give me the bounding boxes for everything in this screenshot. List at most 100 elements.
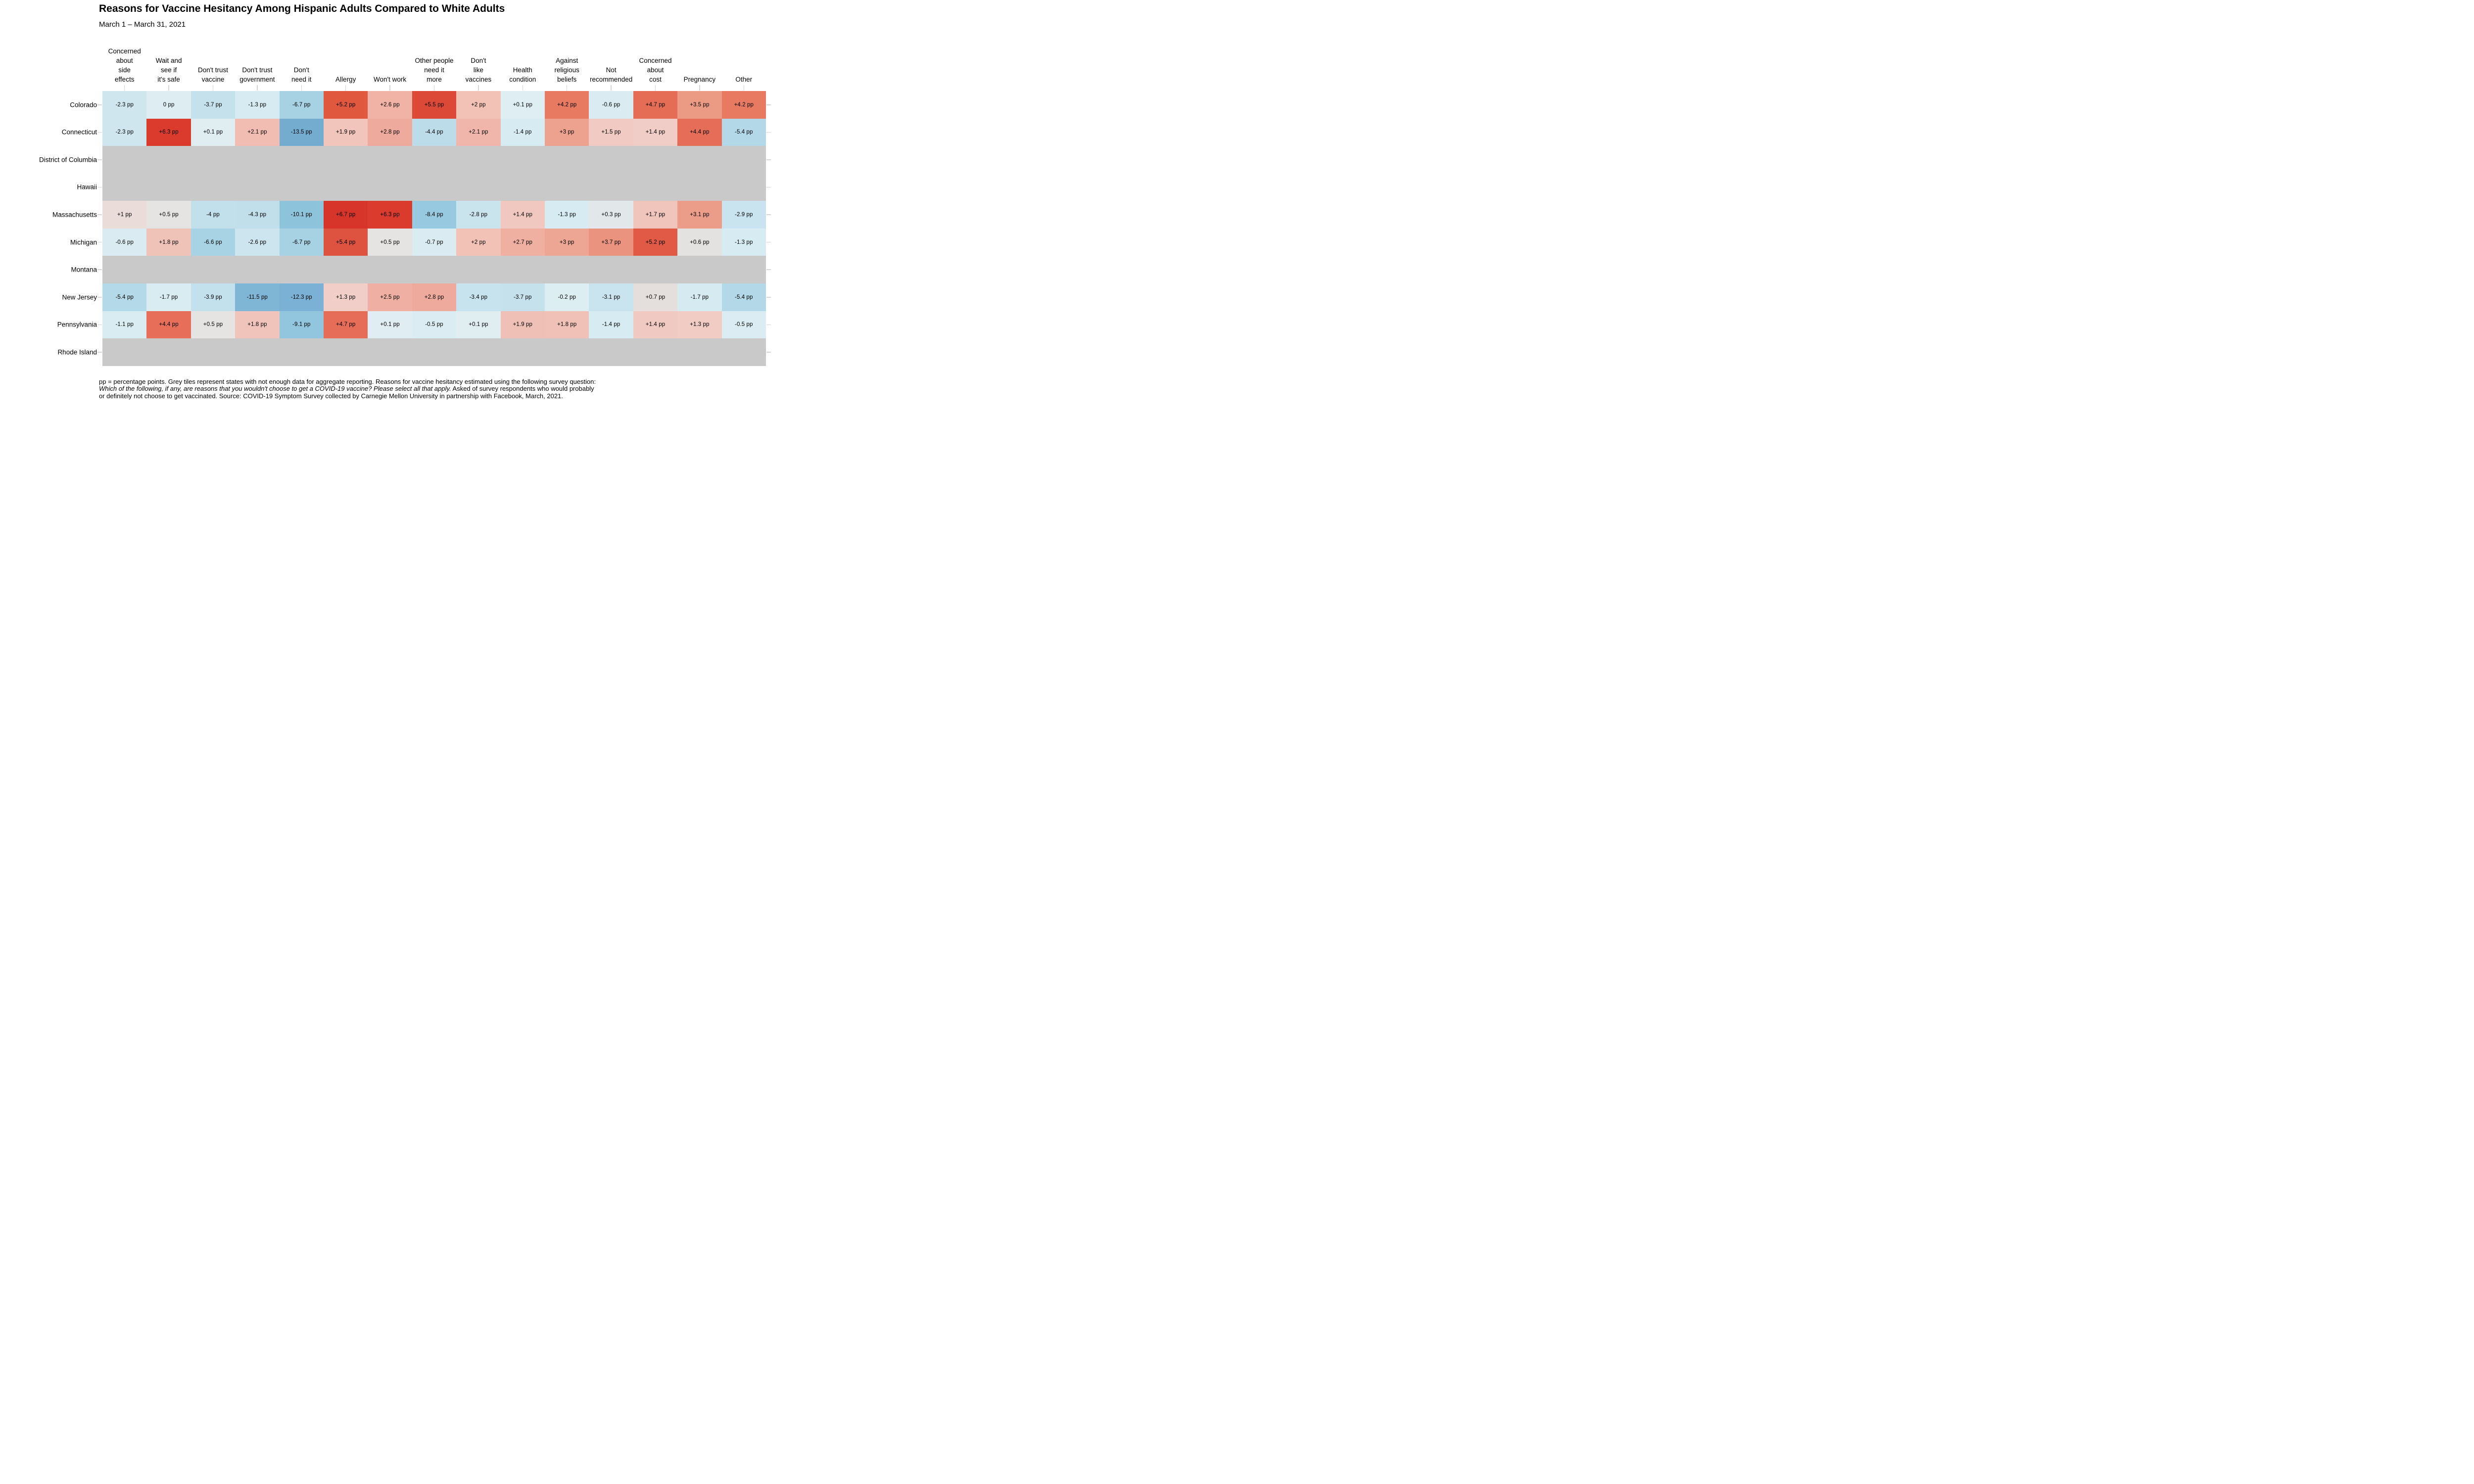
heatmap-cell: +2 pp [456, 228, 501, 256]
column-header-11: Against religious beliefs [554, 57, 579, 83]
heatmap-cell: +5.2 pp [324, 91, 368, 119]
footnote-line-1: pp = percentage points. Grey tiles repre… [99, 378, 596, 385]
heatmap-cell: +0.5 pp [368, 228, 412, 256]
heatmap-cell: -2.3 pp [102, 118, 147, 146]
x-axis-tick [743, 85, 745, 91]
row-label-state: Pennsylvania [57, 321, 97, 328]
y-axis-tick-right [766, 352, 771, 353]
heatmap-cell: +4.7 pp [633, 91, 678, 119]
column-header-14: Pregnancy [683, 76, 716, 83]
y-axis-tick-left [97, 159, 102, 160]
heatmap-cell: -4.3 pp [235, 201, 280, 229]
heatmap-cell: +5.5 pp [412, 91, 457, 119]
heatmap-cell: -8.4 pp [412, 201, 457, 229]
x-axis-tick [611, 85, 612, 91]
column-header-3: Don't trust vaccine [197, 66, 229, 83]
column-header-6: Allergy [335, 76, 356, 83]
row-label-state: Montana [71, 266, 97, 274]
column-header-12: Not recommended [589, 66, 633, 83]
heatmap-cell: -6.7 pp [279, 91, 324, 119]
heatmap-cell: +1.4 pp [633, 118, 678, 146]
heatmap-cell: +0.6 pp [677, 228, 722, 256]
y-axis-tick-left [97, 352, 102, 353]
heatmap-cell: -6.6 pp [190, 228, 236, 256]
x-axis-tick [478, 85, 479, 91]
heatmap-cell: -2.9 pp [721, 201, 766, 229]
heatmap-cell: -1.7 pp [677, 283, 722, 311]
y-axis-tick-left [97, 241, 102, 243]
heatmap-cell: +4.7 pp [324, 311, 368, 339]
column-header-10: Health condition [509, 66, 536, 83]
heatmap-cell: +2.1 pp [235, 118, 280, 146]
y-axis-tick-left [97, 297, 102, 298]
row-label-state: Hawaii [77, 183, 97, 191]
heatmap-cell: +6.3 pp [368, 201, 412, 229]
x-axis-tick [345, 85, 346, 91]
footnote-line-2: Which of the following, if any, are reas… [99, 385, 596, 392]
heatmap-cell: +3.1 pp [677, 201, 722, 229]
heatmap-cell: -1.4 pp [589, 311, 633, 339]
x-axis-tick [566, 85, 568, 91]
y-axis-tick-right [766, 214, 771, 215]
heatmap-cell: -3.9 pp [190, 283, 236, 311]
y-axis-tick-right [766, 297, 771, 298]
y-axis-tick-right [766, 104, 771, 105]
x-axis-tick [257, 85, 258, 91]
column-header-9: Don't like vaccines [465, 57, 492, 83]
heatmap-cell: +0.3 pp [589, 201, 633, 229]
heatmap-cell: -5.4 pp [721, 283, 766, 311]
heatmap-cell: -2.8 pp [456, 201, 501, 229]
missing-data-band [102, 173, 766, 201]
heatmap-cell: -10.1 pp [279, 201, 324, 229]
heatmap-cell: +4.2 pp [721, 91, 766, 119]
heatmap-cell: -3.7 pp [500, 283, 545, 311]
heatmap-cell: -0.6 pp [589, 91, 633, 119]
heatmap-cell: +0.5 pp [190, 311, 236, 339]
footnote-line-2-rest: Asked of survey respondents who would pr… [451, 385, 594, 393]
heatmap-cell: -1.3 pp [235, 91, 280, 119]
row-label-state: Massachusetts [52, 211, 97, 219]
y-axis-tick-left [97, 269, 102, 270]
heatmap-cell: -1.3 pp [545, 201, 589, 229]
y-axis-tick-left [97, 132, 102, 133]
chart-subtitle: March 1 – March 31, 2021 [99, 20, 186, 29]
missing-data-band [102, 338, 766, 366]
heatmap-cell: +1.7 pp [633, 201, 678, 229]
column-header-13: Concerned about cost [639, 57, 672, 83]
heatmap-cell: +3 pp [545, 228, 589, 256]
heatmap-cell: -13.5 pp [279, 118, 324, 146]
heatmap-cell: +4.2 pp [545, 91, 589, 119]
heatmap-cell: -5.4 pp [721, 118, 766, 146]
x-axis-tick [433, 85, 435, 91]
heatmap-cell: -2.6 pp [235, 228, 280, 256]
heatmap-cell: +2.8 pp [368, 118, 412, 146]
heatmap-cell: +0.1 pp [190, 118, 236, 146]
heatmap-cell: +0.5 pp [146, 201, 191, 229]
heatmap-cell: +2 pp [456, 91, 501, 119]
missing-data-band [102, 256, 766, 283]
heatmap-cell: +1.9 pp [324, 118, 368, 146]
heatmap-cell: -0.6 pp [102, 228, 147, 256]
heatmap-cell: +3 pp [545, 118, 589, 146]
column-header-7: Won't work [374, 76, 407, 83]
x-axis-tick [301, 85, 302, 91]
heatmap-cell: -3.1 pp [589, 283, 633, 311]
heatmap-cell: +4.4 pp [146, 311, 191, 339]
y-axis-tick-left [97, 186, 102, 188]
heatmap-cell: +1.5 pp [589, 118, 633, 146]
heatmap-cell: +0.1 pp [368, 311, 412, 339]
x-axis-tick [389, 85, 390, 91]
heatmap-cell: -2.3 pp [102, 91, 147, 119]
column-header-4: Don't trust government [239, 66, 275, 83]
heatmap-cell: -1.7 pp [146, 283, 191, 311]
missing-data-band [102, 146, 766, 174]
heatmap-cell: -3.4 pp [456, 283, 501, 311]
heatmap-cell: +4.4 pp [677, 118, 722, 146]
y-axis-tick-left [97, 104, 102, 105]
heatmap-cell: +6.3 pp [146, 118, 191, 146]
heatmap-cell: -0.5 pp [412, 311, 457, 339]
heatmap-cell: +1.4 pp [500, 201, 545, 229]
heatmap-cell: -6.7 pp [279, 228, 324, 256]
heatmap-cell: +1.9 pp [500, 311, 545, 339]
row-label-state: New Jersey [62, 293, 97, 301]
